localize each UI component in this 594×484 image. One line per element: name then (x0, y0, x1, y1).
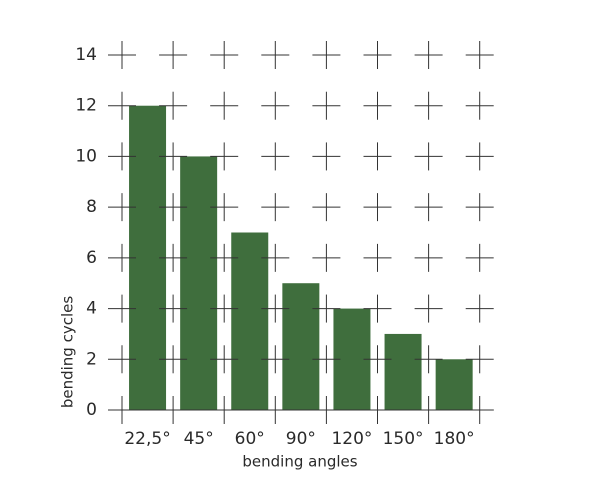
x-tick-label: 45° (184, 429, 214, 449)
y-tick-label: 2 (86, 349, 97, 369)
y-tick-label: 6 (86, 248, 97, 268)
x-tick-label: 60° (235, 429, 265, 449)
x-axis-label: bending angles (242, 453, 357, 471)
y-tick-label: 10 (75, 146, 97, 166)
x-tick-label: 150° (383, 429, 424, 449)
bar (384, 333, 422, 410)
y-tick-label: 4 (86, 299, 97, 319)
bar (435, 359, 473, 410)
y-tick-label: 12 (75, 96, 97, 116)
y-tick-label: 8 (86, 197, 97, 217)
y-tick-label: 14 (75, 45, 97, 65)
x-tick-label: 180° (434, 429, 475, 449)
x-tick-label: 90° (286, 429, 316, 449)
bar (231, 232, 269, 410)
x-tick-label: 22,5° (124, 429, 170, 449)
y-axis-label: bending cycles (59, 296, 77, 409)
bar (282, 283, 320, 410)
bar (180, 156, 218, 410)
x-tick-label: 120° (331, 429, 372, 449)
y-tick-label: 0 (86, 400, 97, 420)
